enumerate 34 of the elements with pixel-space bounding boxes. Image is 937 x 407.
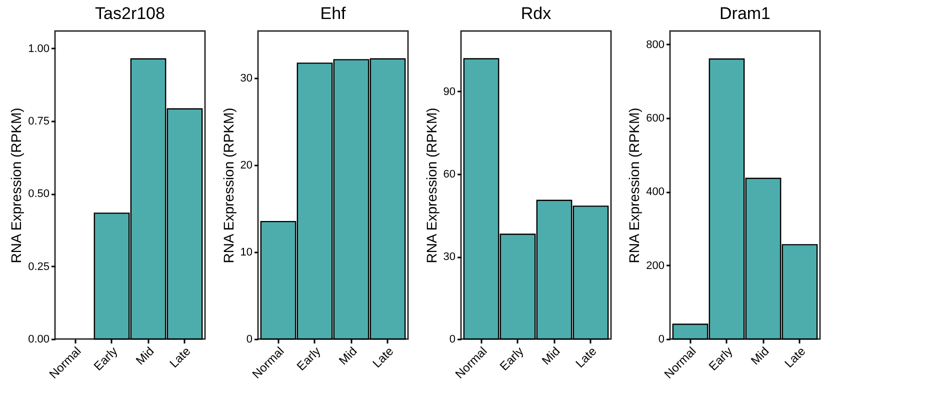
y-tick-label: 60 [443, 168, 456, 180]
y-tick-label: 30 [443, 251, 456, 263]
y-axis-title: RNA Expression (RPKM) [626, 108, 642, 264]
y-tick-label: 0.50 [28, 188, 50, 200]
chart-title: Ehf [320, 4, 346, 23]
chart-title: Rdx [520, 4, 552, 23]
x-tick-label: Mid [133, 344, 157, 368]
x-tick-label: Mid [748, 344, 772, 368]
y-tick-label: 1.00 [28, 42, 50, 55]
y-tick-label: 10 [240, 246, 252, 258]
y-tick-label: 400 [646, 186, 664, 198]
y-tick-label: 0 [246, 334, 252, 346]
x-tick-label: Mid [539, 344, 563, 368]
y-tick-label: 30 [240, 72, 252, 84]
y-tick-label: 0.25 [28, 260, 50, 273]
y-tick-label: 20 [240, 159, 252, 172]
y-tick-label: 200 [646, 260, 664, 272]
chart-title: Dram1 [719, 4, 771, 23]
y-tick-label: 0.00 [28, 334, 50, 346]
x-tick-label: Late [572, 344, 600, 371]
y-tick-label: 90 [443, 86, 456, 98]
x-tick-label: Late [782, 344, 808, 371]
y-tick-label: 800 [646, 38, 664, 51]
chart-title: Tas2r108 [95, 4, 165, 23]
x-tick-label: Late [166, 344, 194, 371]
y-tick-label: 0 [658, 334, 664, 346]
y-tick-label: 600 [646, 112, 664, 124]
x-tick-label: Late [370, 344, 396, 371]
y-tick-label: 0.75 [28, 116, 50, 128]
y-axis-title: RNA Expression (RPKM) [220, 108, 236, 264]
x-tick-label: Mid [336, 344, 360, 368]
y-axis-title: RNA Expression (RPKM) [423, 108, 440, 264]
y-axis-title: RNA Expression (RPKM) [8, 108, 24, 264]
y-tick-label: 0 [449, 334, 456, 346]
